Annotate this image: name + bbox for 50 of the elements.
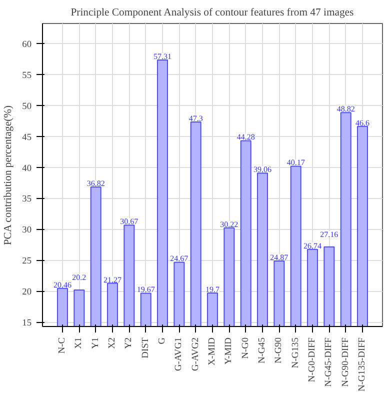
x-tick-label: N-G45-DIFF xyxy=(324,338,334,387)
data-label: 26.74 xyxy=(304,241,322,250)
x-tick-label: DIST xyxy=(140,337,151,358)
data-label: 24.67 xyxy=(170,254,188,264)
x-tick-label: N-G90-DIFF xyxy=(340,338,351,387)
data-label: 36.82 xyxy=(86,178,105,188)
data-label: 48.82 xyxy=(336,104,355,114)
y-tick-label: 35 xyxy=(22,194,32,205)
x-tick-label: G xyxy=(158,337,168,344)
data-label: 30.67 xyxy=(120,217,138,226)
x-tick-label: Y-MID xyxy=(224,337,234,364)
x-tick-label: Y1 xyxy=(90,337,101,349)
x-tick-label: N-G135 xyxy=(290,337,301,368)
data-label: 30.22 xyxy=(220,220,238,229)
data-label: 20.46 xyxy=(54,280,72,290)
x-tick-label: N-G45 xyxy=(258,337,268,364)
data-label: 47.3 xyxy=(188,114,203,124)
data-label: 46.6 xyxy=(356,118,370,128)
x-tick-label: X1 xyxy=(74,337,84,349)
chart-title: Principle Component Analysis of contour features from 47 images xyxy=(70,8,354,18)
data-label: 57.31 xyxy=(154,52,172,61)
y-tick-label: 25 xyxy=(22,256,32,267)
x-tick-label: X2 xyxy=(108,337,118,349)
x-tick-label: N-C xyxy=(58,337,68,354)
x-tick-label: N-G90 xyxy=(274,337,284,364)
y-tick-label: 30 xyxy=(22,226,32,236)
data-label: 19.7 xyxy=(206,285,220,294)
x-tick-label: X-MID xyxy=(208,337,218,366)
x-tick-label: N-G135-DIFF xyxy=(358,337,368,392)
y-tick-label: 20 xyxy=(22,288,32,298)
y-tick-label: 15 xyxy=(22,318,32,329)
data-label: 44.28 xyxy=(236,132,255,142)
data-label: 40.17 xyxy=(286,158,305,168)
data-label: 24.87 xyxy=(270,253,288,262)
y-tick-label: 55 xyxy=(22,70,32,81)
data-label: 27.16 xyxy=(320,230,338,239)
y-tick-label: 60 xyxy=(22,40,32,50)
y-tick-label: 45 xyxy=(22,132,32,143)
x-tick-label: G-AVG1 xyxy=(174,337,184,372)
data-label: 20.2 xyxy=(72,272,86,282)
y-tick-label: 40 xyxy=(22,164,32,174)
x-tick-label: G-AVG2 xyxy=(190,337,201,372)
data-label: 19.67 xyxy=(136,285,155,294)
data-label: 21.27 xyxy=(104,275,122,284)
data-label: 39.06 xyxy=(254,165,272,174)
x-tick-label: N-G0 xyxy=(240,337,251,359)
x-tick-label: Y2 xyxy=(124,337,134,349)
y-axis-title: PCA contribution percentage(%) xyxy=(3,105,14,246)
x-tick-label: N-G0-DIFF xyxy=(308,337,318,382)
y-tick-label: 50 xyxy=(22,102,32,112)
